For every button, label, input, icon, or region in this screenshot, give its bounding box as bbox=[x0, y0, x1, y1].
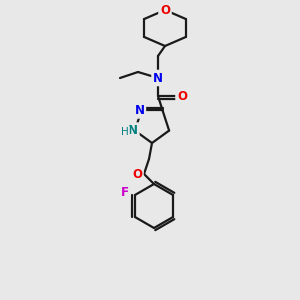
Text: N: N bbox=[153, 71, 163, 85]
Text: N: N bbox=[128, 124, 138, 137]
Text: H: H bbox=[121, 127, 129, 136]
Text: O: O bbox=[160, 4, 170, 16]
Text: O: O bbox=[132, 167, 142, 181]
Text: F: F bbox=[121, 187, 129, 200]
Text: N: N bbox=[134, 104, 144, 117]
Text: O: O bbox=[177, 89, 187, 103]
